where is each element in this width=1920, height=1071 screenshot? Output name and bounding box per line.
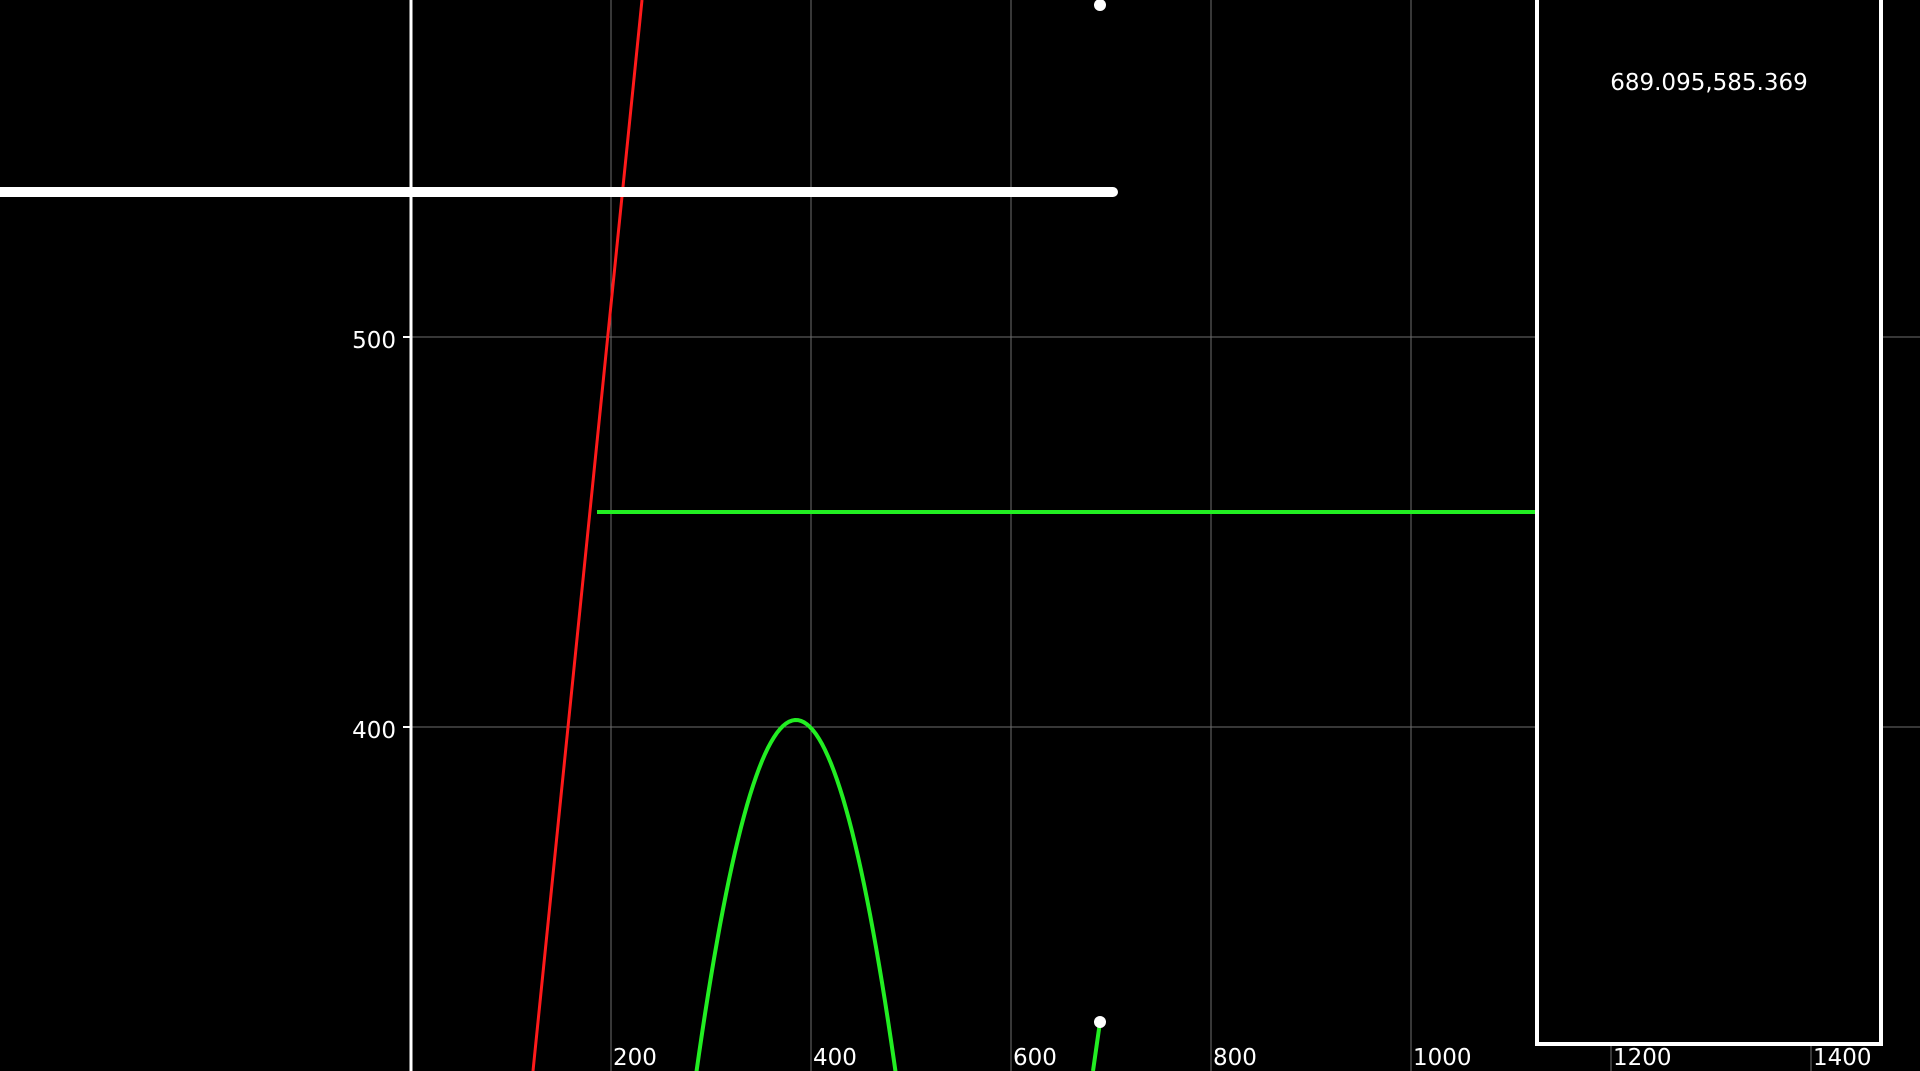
coordinate-readout-value: 689.095,585.369 xyxy=(1610,70,1808,96)
x-tick-label: 600 xyxy=(1013,1045,1057,1071)
x-tick-label: 800 xyxy=(1213,1045,1257,1071)
green-curve-segment xyxy=(1091,1021,1102,1071)
x-tick-label: 1400 xyxy=(1813,1045,1872,1071)
coordinate-readout-panel: 689.095,585.369 xyxy=(1535,0,1883,1046)
marker-point[interactable] xyxy=(1094,1016,1106,1028)
x-tick-label: 1200 xyxy=(1613,1045,1672,1071)
y-axis-tick-labels: 400 500 xyxy=(352,328,396,744)
marker-point[interactable] xyxy=(1094,0,1106,11)
curves xyxy=(0,0,1535,1071)
y-tick-label: 500 xyxy=(352,328,396,354)
x-axis-tick-labels: 200 400 600 800 1000 1200 1400 xyxy=(613,1045,1872,1071)
x-tick-label: 200 xyxy=(613,1045,657,1071)
x-tick-label: 1000 xyxy=(1413,1045,1472,1071)
green-parabola-series xyxy=(694,717,898,1071)
x-tick-label: 400 xyxy=(813,1045,857,1071)
red-line-series xyxy=(531,0,644,1071)
y-tick-label: 400 xyxy=(352,718,396,744)
